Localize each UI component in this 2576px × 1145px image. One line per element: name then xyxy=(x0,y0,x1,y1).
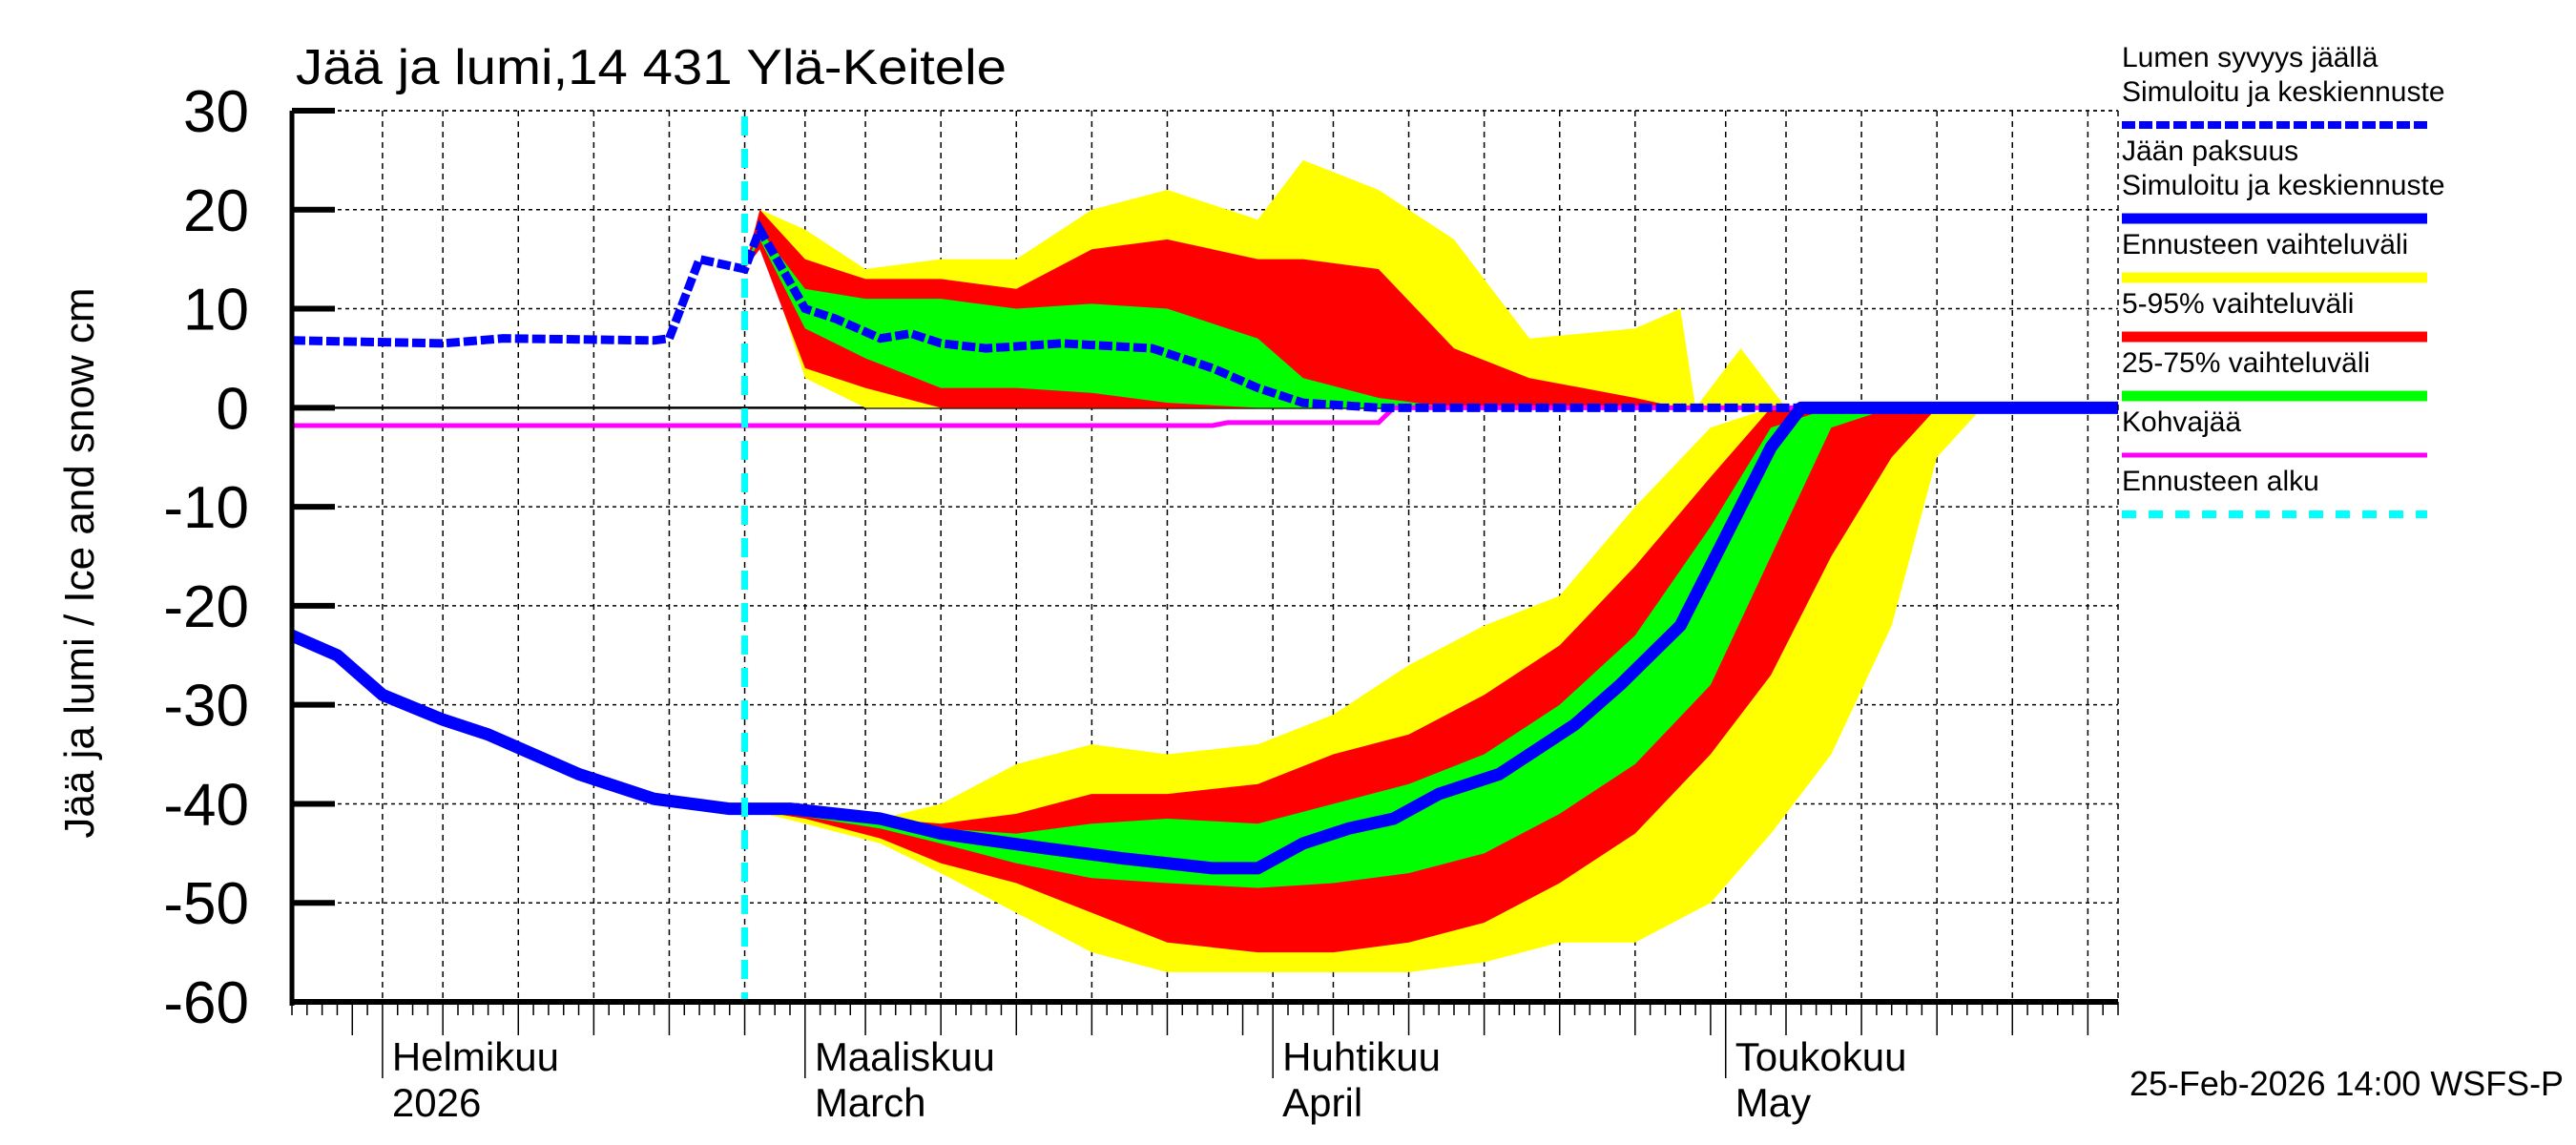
legend-label: Simuloitu ja keskiennuste xyxy=(2122,170,2445,201)
month-label-fi: Helmikuu xyxy=(392,1034,559,1079)
legend-label: Kohvajää xyxy=(2122,406,2241,438)
ice-band-5-95 xyxy=(744,407,1983,953)
y-axis-label: Jää ja lumi / Ice and snow cm xyxy=(56,287,103,838)
month-label-fi: Maaliskuu xyxy=(815,1034,995,1079)
legend-label: Ennusteen alku xyxy=(2122,466,2319,497)
chart-title: Jää ja lumi,14 431 Ylä-Keitele xyxy=(296,40,1007,95)
y-tick-label: -40 xyxy=(163,772,249,838)
snow-band-25-75 xyxy=(744,229,1787,408)
y-tick-label: -10 xyxy=(163,475,249,541)
legend-label: Lumen syvyys jäällä xyxy=(2122,42,2379,73)
y-tick-label: -30 xyxy=(163,674,249,739)
legend-label: 25-75% vaihteluväli xyxy=(2122,347,2370,379)
month-label-fi: Toukokuu xyxy=(1735,1034,1907,1079)
y-tick-label: 30 xyxy=(183,79,249,145)
month-label-en: May xyxy=(1735,1080,1811,1125)
month-label-en: March xyxy=(815,1080,926,1125)
legend-label: Simuloitu ja keskiennuste xyxy=(2122,76,2445,108)
forecast-bands xyxy=(744,159,1983,972)
month-label-fi: Huhtikuu xyxy=(1282,1034,1441,1079)
y-tick-label: -50 xyxy=(163,871,249,937)
month-label-en: April xyxy=(1282,1080,1362,1125)
legend-label: 5-95% vaihteluväli xyxy=(2122,288,2354,320)
y-tick-label: 10 xyxy=(183,278,249,344)
y-tick-label: 20 xyxy=(183,178,249,244)
timestamp: 25-Feb-2026 14:00 WSFS-P xyxy=(2129,1064,2564,1103)
snow-depth-line xyxy=(291,219,2118,412)
legend-label: Ennusteen vaihteluväli xyxy=(2122,229,2408,260)
month-label-en: 2026 xyxy=(392,1080,481,1125)
y-tick-label: -60 xyxy=(163,970,249,1036)
y-tick-label: 0 xyxy=(217,376,249,442)
y-tick-label: -20 xyxy=(163,574,249,640)
legend-label: Jään paksuus xyxy=(2122,135,2298,167)
series-lines xyxy=(289,116,2118,1002)
ice-thickness-line xyxy=(289,401,2118,875)
